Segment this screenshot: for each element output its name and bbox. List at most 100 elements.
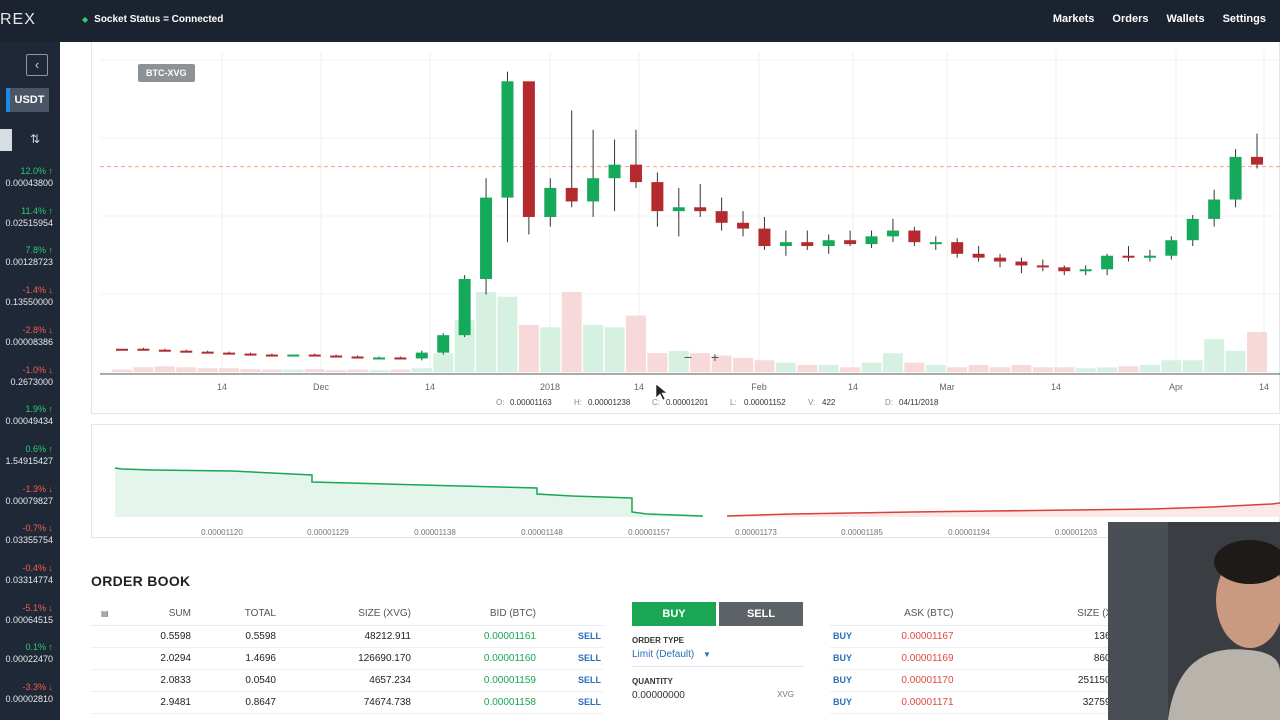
- buy-tab-button[interactable]: BUY: [632, 602, 716, 626]
- volume-bar: [882, 353, 903, 372]
- bid-total: 0.8647: [191, 691, 276, 714]
- table-row[interactable]: 2.0294 1.4696 126690.170 0.00001160 SELL: [91, 647, 603, 670]
- candle: [1186, 218, 1199, 241]
- sell-link[interactable]: SELL: [536, 691, 603, 714]
- bid-price: 0.00001159: [411, 669, 536, 692]
- candle: [886, 230, 899, 237]
- market-list-item[interactable]: 12.0% ↑ 0.00043800: [0, 166, 60, 188]
- col-size[interactable]: SIZE (XVG): [276, 603, 411, 626]
- volume-bar: [668, 350, 689, 372]
- col-ask-size[interactable]: SIZE (XVG): [953, 603, 1130, 626]
- market-change: 12.0% ↑: [20, 166, 53, 176]
- zoom-in-button[interactable]: +: [711, 349, 719, 365]
- table-row[interactable]: 2.0833 0.0540 4657.234 0.00001159 SELL: [91, 669, 603, 692]
- sell-link[interactable]: SELL: [536, 625, 603, 648]
- market-list-item[interactable]: -0.4% ↓ 0.03314774: [0, 563, 60, 585]
- market-list-item[interactable]: -2.8% ↓ 0.00008386: [0, 325, 60, 347]
- buy-link[interactable]: BUY: [830, 625, 878, 648]
- depth-chart[interactable]: 0.00001120 0.00001129 0.00001138 0.00001148…: [92, 425, 1280, 539]
- volume-bar: [1075, 368, 1096, 372]
- market-change: -1.3% ↓: [22, 483, 53, 494]
- ask-price: 0.00001170: [877, 669, 954, 692]
- sell-link[interactable]: SELL: [536, 647, 603, 670]
- nav-orders[interactable]: Orders: [1112, 13, 1149, 25]
- candle: [265, 354, 278, 357]
- market-search-input[interactable]: [0, 129, 12, 151]
- volume-bar: [690, 353, 711, 372]
- market-list-item[interactable]: 0.1% ↑ 0.00022470: [0, 642, 60, 664]
- table-row[interactable]: BUY 0.00001170 251150.905: [830, 669, 1130, 692]
- candle: [372, 357, 385, 360]
- col-sum[interactable]: SUM: [121, 603, 191, 626]
- table-row[interactable]: BUY 0.00001171 32759.141: [830, 691, 1130, 714]
- volume-bar: [433, 353, 454, 372]
- x-tick-label: Mar: [939, 382, 955, 392]
- nav-settings[interactable]: Settings: [1222, 13, 1266, 25]
- volume-bar: [775, 362, 796, 372]
- candle: [1079, 269, 1092, 272]
- sell-tab-button[interactable]: SELL: [719, 602, 803, 626]
- market-list-item[interactable]: -1.0% ↓ 0.2673000: [0, 365, 60, 387]
- buy-link[interactable]: BUY: [830, 691, 878, 714]
- market-change: 1.9% ↑: [25, 404, 53, 415]
- market-list-item[interactable]: -1.3% ↓ 0.00079827: [0, 484, 60, 506]
- market-list-item[interactable]: 7.8% ↑ 0.00128723: [0, 245, 60, 267]
- table-row[interactable]: 2.9481 0.8647 74674.738 0.00001158 SELL: [91, 691, 603, 714]
- market-price: 1.54915427: [5, 455, 53, 466]
- ask-table: ASK (BTC) SIZE (XVG) BUY0.00001167136.23…: [830, 603, 1130, 714]
- candle: [822, 240, 835, 247]
- ask-price: 0.00001171: [877, 691, 954, 714]
- candle: [1251, 156, 1263, 165]
- nav-wallets[interactable]: Wallets: [1166, 13, 1205, 25]
- market-price: 0.00008386: [5, 336, 53, 347]
- x-tick-label: 14: [848, 382, 858, 392]
- table-row[interactable]: 0.5598 0.5598 48212.911 0.00001161 SELL: [91, 625, 603, 648]
- col-total[interactable]: TOTAL: [191, 603, 276, 626]
- buy-link[interactable]: BUY: [830, 669, 878, 692]
- candle: [779, 242, 792, 247]
- base-currency-tab[interactable]: USDT: [6, 88, 49, 112]
- market-list-item[interactable]: 11.4% ↑ 0.02515954: [0, 206, 60, 228]
- sort-icon[interactable]: ⇅: [30, 132, 41, 146]
- quantity-input[interactable]: 0.00000000 XVG: [632, 690, 804, 701]
- candlestick-chart[interactable]: 14 Dec 14 2018 14 Feb 14 Mar 14 Apr 14 O: 0.00001163…: [92, 42, 1280, 414]
- market-list-item[interactable]: 0.6% ↑ 1.54915427: [0, 444, 60, 466]
- ask-price: 0.00001169: [877, 647, 954, 670]
- depth-tick-label: 0.00001148: [521, 528, 563, 537]
- volume-bar: [1247, 332, 1267, 372]
- depth-ask-line: [726, 502, 1280, 517]
- volume-bar: [154, 366, 175, 372]
- candle: [865, 236, 878, 245]
- ohlc-label: H:: [574, 398, 582, 407]
- depth-tick-label: 0.00001157: [628, 528, 670, 537]
- volume-bar: [240, 369, 261, 372]
- candle: [480, 197, 493, 279]
- col-bid[interactable]: BID (BTC): [411, 603, 536, 626]
- market-list-item[interactable]: -3.3% ↓ 0.00002810: [0, 682, 60, 704]
- logo[interactable]: REX: [0, 11, 36, 28]
- list-icon[interactable]: ▤: [101, 609, 109, 619]
- zoom-out-button[interactable]: −: [684, 349, 692, 365]
- market-list-item[interactable]: -5.1% ↓ 0.00064515: [0, 603, 60, 625]
- market-change: 7.8% ↑: [25, 245, 53, 256]
- candle: [694, 207, 707, 212]
- candle: [587, 178, 600, 202]
- nav-markets[interactable]: Markets: [1052, 13, 1095, 25]
- market-price: 0.03355754: [5, 535, 53, 546]
- volume-bar: [326, 370, 347, 372]
- order-type-select[interactable]: Limit (Default) ▼: [632, 649, 804, 667]
- collapse-sidebar-button[interactable]: ‹: [26, 54, 48, 76]
- candle: [1015, 261, 1028, 266]
- sell-link[interactable]: SELL: [536, 669, 603, 692]
- candle: [994, 257, 1007, 262]
- market-list-item[interactable]: -1.4% ↓ 0.13550000: [0, 285, 60, 307]
- market-list-item[interactable]: 1.9% ↑ 0.00049434: [0, 404, 60, 426]
- main-nav: Markets Orders Wallets Settings: [1053, 13, 1266, 25]
- ohlc-value: 0.00001201: [666, 398, 709, 407]
- market-list-item[interactable]: -0.7% ↓ 0.03355754: [0, 523, 60, 545]
- candle: [844, 240, 857, 245]
- col-ask[interactable]: ASK (BTC): [877, 603, 954, 626]
- buy-link[interactable]: BUY: [830, 647, 878, 670]
